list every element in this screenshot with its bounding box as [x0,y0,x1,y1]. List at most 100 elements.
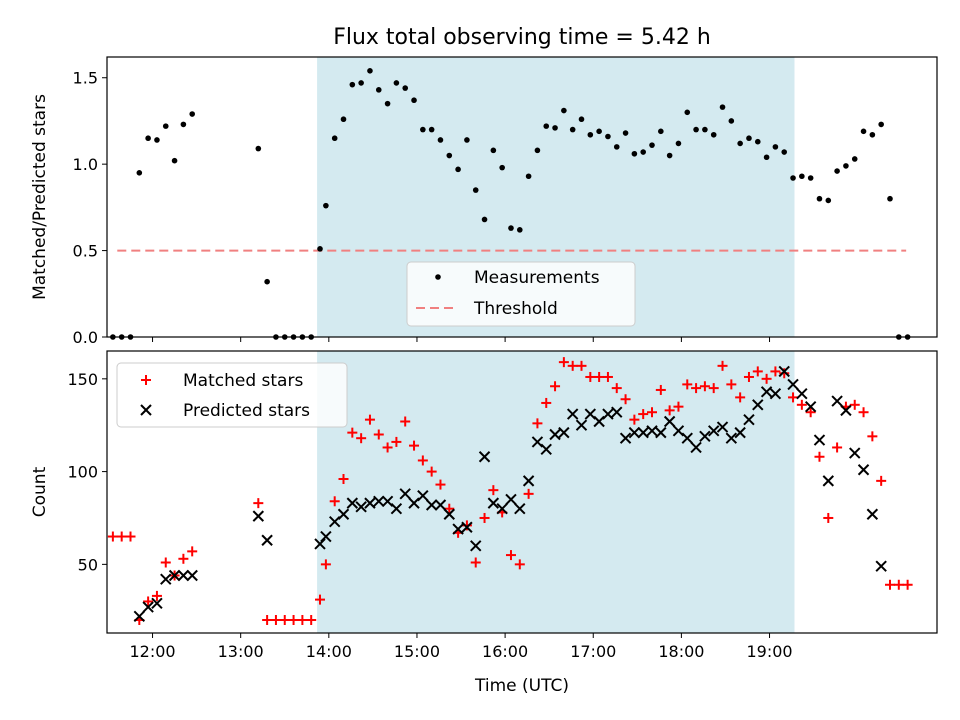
x-tick-label: 18:00 [658,642,704,661]
measurement-point [843,163,849,169]
x-stroke [743,413,755,426]
x-stroke [787,378,799,391]
predicted-star-point [822,475,834,487]
predicted-star-point [142,601,154,613]
x-stroke [142,601,154,613]
matched-star-point [125,531,136,542]
measurement-point [754,138,761,145]
predicted-star-point [796,387,808,400]
predicted-star-point [151,597,163,610]
predicted-star-point [514,502,526,515]
matched-star-point [253,498,264,509]
predicted-star-point [708,425,720,437]
x-stroke [875,560,887,572]
matched-star-point [858,407,869,418]
matched-star-point [761,373,772,384]
x-stroke [355,501,367,513]
measurement-point [561,107,567,114]
predicted-star-point [443,508,455,520]
predicted-star-point [743,413,755,426]
matched-star-point [320,559,331,570]
matched-star-point [629,414,640,425]
measurement-point [878,121,884,128]
predicted-star-point [655,426,667,439]
measurement-point [869,131,876,138]
matched-star-point [479,512,490,523]
measurement-point [154,137,160,143]
predicted-star-point [461,521,473,533]
y-tick-label: 150 [67,370,98,389]
matched-star-point [849,399,860,410]
x-axis-label: Time (UTC) [474,676,569,696]
measurement-point [622,130,629,136]
predicted-star-point [866,508,879,520]
x-stroke [602,408,614,420]
x-stroke [531,436,544,448]
matched-star-point [279,615,290,626]
legend-label-measurements: Measurements [474,268,600,288]
x-stroke [364,497,376,509]
matched-star-point [107,531,118,542]
predicted-star-point [637,426,649,439]
measurement-point [772,144,779,150]
legend-measurement-marker [435,274,441,280]
legend-label-threshold: Threshold [473,299,558,319]
x-stroke [252,510,265,522]
measurement-point [349,81,356,88]
predicted-star-point [566,408,579,420]
x-tick-label: 17:00 [570,642,616,661]
x-stroke [140,404,152,416]
matched-star-point [470,557,481,568]
measurement-point [384,100,391,107]
y-tick-label: 50 [78,555,98,574]
matched-star-point [638,409,649,420]
predicted-star-point [168,569,181,582]
matched-star-point [151,590,162,601]
predicted-star-point [619,432,632,444]
measurement-point [180,121,187,128]
predicted-star-point [699,430,711,443]
predicted-star-point [778,365,790,378]
x-stroke [804,400,817,413]
x-stroke [320,530,332,543]
measurement-point [675,140,682,147]
x-stroke [663,415,676,428]
x-stroke [434,499,447,511]
matched-star-point [699,381,710,392]
predicted-star-point [390,502,403,515]
matched-star-point [505,550,516,561]
x-stroke [540,443,552,456]
matched-star-point [262,615,273,626]
matched-star-point [779,368,790,379]
x-stroke [425,499,438,511]
chart-title: Flux total observing time = 5.42 h [333,25,711,50]
predicted-star-point [478,451,491,463]
x-stroke [575,419,588,431]
predicted-star-point [160,573,172,585]
measurement-point [464,137,470,143]
legend-panel-2: Matched stars Predicted stars [116,362,348,428]
y-tick-label: 0.0 [73,328,98,347]
matched-star-point [884,579,895,590]
predicted-star-point [337,508,350,520]
predicted-star-point [346,497,359,509]
matched-star-point [364,414,375,425]
predicted-star-point [452,523,464,535]
x-stroke [796,387,808,400]
matched-star-point [488,485,499,496]
matched-star-point [735,392,746,403]
legend-predicted-marker [140,404,152,416]
predicted-star-point [252,510,265,522]
measurement-point [552,125,558,131]
predicted-star-point [540,443,552,456]
measurement-point [446,152,453,159]
measurement-point [728,118,735,124]
x-stroke [760,386,773,398]
predicted-star-point [690,441,702,454]
x-stroke [655,426,667,439]
measurement-point [702,126,708,133]
matched-star-point [187,546,198,557]
x-stroke [646,425,658,437]
measurement-point [171,157,178,164]
